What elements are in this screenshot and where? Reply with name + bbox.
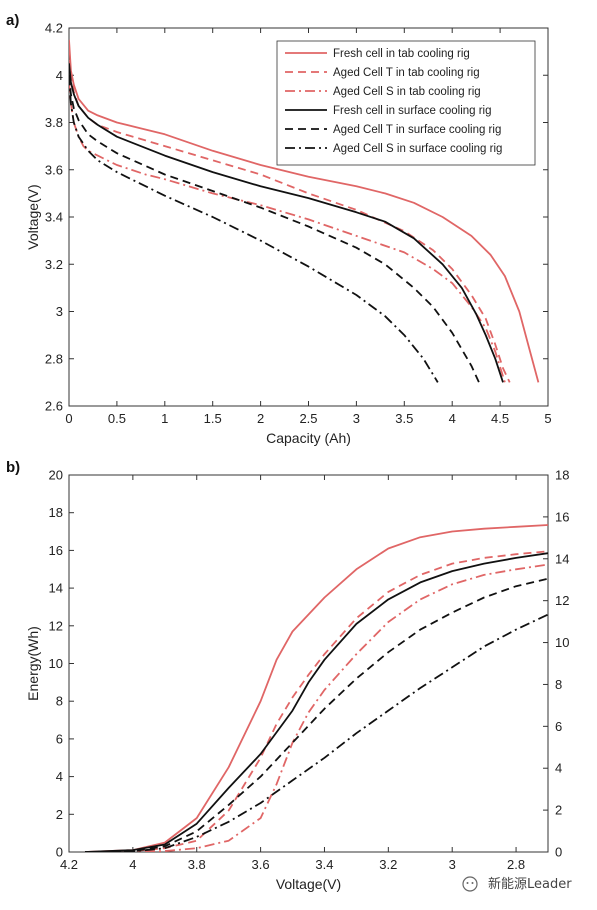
panel-b-energy-vs-voltage: b) 4.2 4 3.8 3.6 3.4 3.2 3 2.8 0 2 4 6 8 10 12 14 16 18 20 0… <box>6 459 569 892</box>
y-tick-label: 4.2 <box>45 21 63 36</box>
y2-tick-label: 14 <box>555 551 569 566</box>
series-line-aged-cell-t-in-surface-cooling-rig <box>69 75 480 383</box>
y-axis-label: Energy(Wh) <box>25 626 41 701</box>
x-tick-label: 4.2 <box>60 857 78 872</box>
x-tick-label: 4.5 <box>491 411 509 426</box>
y-axis-label: Voltage(V) <box>25 184 41 249</box>
y-tick-label: 0 <box>56 845 63 860</box>
y-tick-label: 2.6 <box>45 399 63 414</box>
y-tick-label: 4 <box>56 769 63 784</box>
series-line-fresh-cell-in-tab-cooling-rig <box>69 39 540 383</box>
legend-entry: Aged Cell S in surface cooling rig <box>333 143 502 155</box>
x-tick-label: 5 <box>544 411 551 426</box>
y-tick-label: 12 <box>49 618 63 633</box>
y2-tick-label: 4 <box>555 761 562 776</box>
y2-tick-label: 8 <box>555 677 562 692</box>
legend-box <box>276 40 536 166</box>
x-tick-label: 3.5 <box>395 411 413 426</box>
x-tick-label: 1 <box>161 411 168 426</box>
y-tick-label: 2 <box>56 807 63 822</box>
x-tick-label: 2 <box>257 411 264 426</box>
y-tick-label: 3.8 <box>45 115 63 130</box>
series-line-fresh-cell-in-surface-cooling-rig <box>84 552 548 852</box>
y2-tick-label: 6 <box>555 719 562 734</box>
x-tick-label: 0.5 <box>108 411 126 426</box>
series-line-aged-cell-s-in-surface-cooling-rig <box>69 75 439 383</box>
y-tick-label: 2.8 <box>45 351 63 366</box>
y-tick-label: 6 <box>56 731 63 746</box>
y-tick-label: 3.6 <box>45 162 63 177</box>
y2-tick-label: 18 <box>555 468 569 483</box>
legend-entry: Fresh cell in tab cooling rig <box>333 48 470 60</box>
x-tick-label: 4 <box>129 857 136 872</box>
y2-tick-label: 12 <box>555 593 569 608</box>
plot-frame <box>68 474 549 853</box>
legend-entry: Fresh cell in surface cooling rig <box>333 105 492 117</box>
y-tick-label: 3 <box>56 304 63 319</box>
x-tick-label: 0 <box>65 411 72 426</box>
x-tick-label: 3.2 <box>379 857 397 872</box>
y-tick-label: 8 <box>56 694 63 709</box>
wechat-icon <box>462 876 478 892</box>
y-tick-label: 18 <box>49 505 63 520</box>
y-tick-label: 3.4 <box>45 210 63 225</box>
series-line-aged-cell-t-in-surface-cooling-rig <box>84 577 548 852</box>
y2-tick-label: 0 <box>555 845 562 860</box>
x-axis-label: Voltage(V) <box>276 876 341 892</box>
series-line-aged-cell-s-in-surface-cooling-rig <box>84 613 548 852</box>
y2-tick-label: 2 <box>555 803 562 818</box>
x-tick-label: 3.4 <box>315 857 333 872</box>
y-tick-label: 3.2 <box>45 257 63 272</box>
panel-a-voltage-vs-capacity: a) 0 0.5 1 1.5 2 2.5 3 3.5 4 4.5 5 2.6 2.8 3 3.2 3.4 3.6 3… <box>6 12 552 446</box>
x-tick-label: 3.8 <box>188 857 206 872</box>
x-tick-label: 2.8 <box>507 857 525 872</box>
x-tick-label: 3.6 <box>252 857 270 872</box>
y-tick-label: 4 <box>56 68 63 83</box>
legend-entry: Aged Cell S in tab cooling rig <box>333 86 481 98</box>
x-tick-label: 2.5 <box>299 411 317 426</box>
panel-label: a) <box>6 12 19 29</box>
y-tick-label: 14 <box>49 581 63 596</box>
y-tick-label: 16 <box>49 543 63 558</box>
series-line-aged-cell-t-in-tab-cooling-rig <box>84 550 548 852</box>
series-line-aged-cell-s-in-tab-cooling-rig <box>69 82 506 383</box>
x-tick-label: 1.5 <box>204 411 222 426</box>
series-line-aged-cell-s-in-tab-cooling-rig <box>84 563 548 852</box>
x-tick-label: 3 <box>353 411 360 426</box>
x-tick-label: 4 <box>449 411 456 426</box>
panel-label: b) <box>6 459 20 476</box>
y-tick-label: 20 <box>49 468 63 483</box>
y2-tick-label: 16 <box>555 509 569 524</box>
watermark-text: 新能源Leader <box>488 876 572 892</box>
series-line-fresh-cell-in-surface-cooling-rig <box>69 63 504 383</box>
legend-entry: Aged Cell T in surface cooling rig <box>333 124 501 136</box>
series-line-fresh-cell-in-tab-cooling-rig <box>84 524 548 852</box>
x-tick-label: 3 <box>449 857 456 872</box>
legend-entry: Aged Cell T in tab cooling rig <box>333 67 480 79</box>
y-tick-label: 10 <box>49 656 63 671</box>
y2-tick-label: 10 <box>555 635 569 650</box>
x-axis-label: Capacity (Ah) <box>266 430 351 446</box>
